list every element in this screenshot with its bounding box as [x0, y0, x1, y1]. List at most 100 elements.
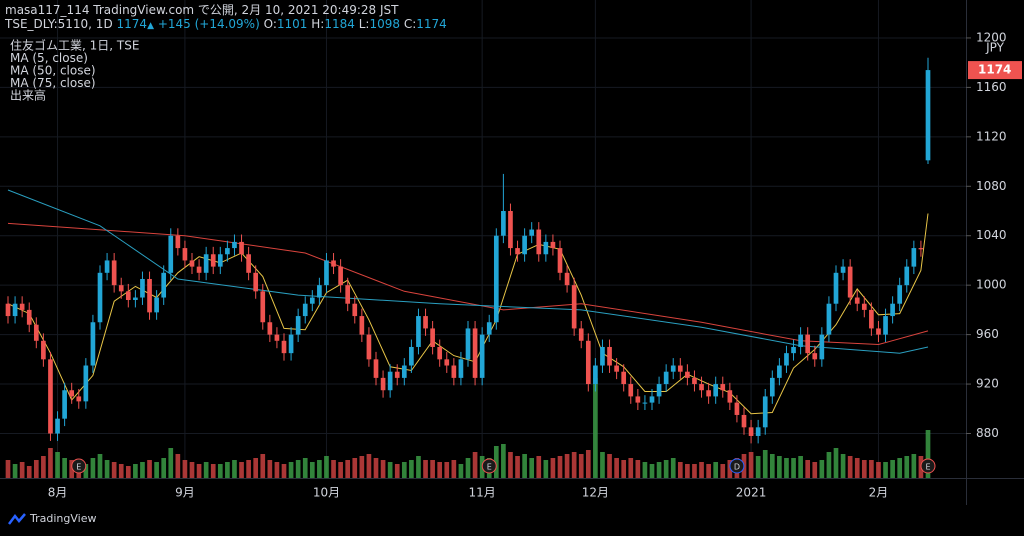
volume-bar [670, 458, 676, 478]
volume-bar [359, 456, 365, 478]
volume-bar [48, 448, 53, 478]
candle-body [522, 235, 527, 255]
candle-body [791, 346, 796, 354]
volume-bar [812, 462, 818, 478]
volume-bar [232, 460, 237, 478]
candle-body [840, 266, 846, 273]
volume-bar [585, 450, 591, 478]
volume-bar [239, 462, 244, 478]
y-tick-label: 1000 [976, 278, 1007, 292]
event-label: E [487, 463, 492, 472]
volume-bar [5, 460, 11, 478]
volume-bar [607, 454, 612, 478]
candle-body [925, 70, 931, 161]
candle-body [317, 285, 322, 298]
ohlc-label: H: [311, 17, 325, 31]
volume-bar [628, 458, 634, 478]
candle-body [444, 359, 450, 366]
candle-body [508, 211, 513, 249]
publisher: masa117_114 TradingView.com で公開, 2月 10, … [5, 3, 399, 17]
volume-bar [472, 452, 478, 478]
candle-body [423, 316, 428, 329]
candle-body [847, 266, 853, 298]
volume-bar [12, 464, 18, 478]
candle-body [727, 390, 733, 403]
ohlc-value: 1098 [369, 17, 400, 31]
volume-bar [614, 458, 619, 478]
volume-bar [564, 454, 570, 478]
volume-bar [118, 464, 124, 478]
event-marker [729, 458, 745, 474]
candle-body [621, 371, 627, 385]
candle-body [140, 278, 145, 298]
candle-body [309, 297, 315, 304]
volume-bar [861, 460, 867, 478]
volume-bar [784, 458, 789, 478]
volume-bar [324, 456, 329, 478]
legend-entry: MA (50, close) [10, 64, 96, 78]
volume-bar [656, 462, 662, 478]
volume-bar [288, 462, 294, 478]
volume-bar [458, 464, 464, 478]
volume-bar [890, 460, 895, 478]
candle-body [26, 309, 32, 325]
candle-body [380, 377, 386, 391]
volume-bar [840, 454, 846, 478]
x-tick-label: 2021 [736, 486, 767, 500]
candle-body [62, 390, 67, 419]
volume-bar [755, 456, 761, 478]
volume-bar [727, 460, 733, 478]
candle-body [699, 384, 704, 391]
volume-bar [536, 456, 542, 478]
ohlc-label: L: [358, 17, 370, 31]
y-tick-label: 920 [976, 377, 999, 391]
volume-bar [543, 460, 549, 478]
event-marker [920, 458, 936, 474]
volume-bar [189, 462, 195, 478]
candle-body [267, 322, 273, 335]
candle-body [345, 285, 351, 304]
candle-body [607, 346, 612, 366]
volume-bar [798, 456, 803, 478]
candle-body [649, 396, 655, 403]
volume-bar [274, 462, 280, 478]
volume-bar [97, 454, 103, 478]
volume-bar [111, 462, 117, 478]
volume-bar [876, 462, 881, 478]
candle-body [692, 377, 697, 385]
volume-bar [104, 460, 110, 478]
candle-body [869, 309, 874, 329]
candle-body [168, 235, 174, 273]
y-tick-label: 1080 [976, 179, 1007, 193]
candle-body [677, 365, 683, 372]
candle-body [486, 322, 492, 335]
volume-bar [444, 462, 450, 478]
volume-bar [62, 458, 67, 478]
legend-entry: 住友ゴム工業, 1日, TSE [10, 38, 139, 53]
candle-body [76, 396, 82, 402]
candle-body [19, 303, 25, 310]
event-marker [71, 458, 87, 474]
volume-bar [125, 466, 131, 478]
volume-bar [309, 462, 315, 478]
candle-body [147, 278, 152, 313]
volume-bar [182, 460, 188, 478]
volume-bar [401, 462, 407, 478]
volume-bar [69, 460, 75, 478]
candle-body [133, 297, 138, 300]
volume-bar [769, 454, 775, 478]
candle-body [154, 297, 159, 313]
candle-body [458, 359, 464, 378]
candle-body [614, 365, 619, 372]
volume-bar [713, 462, 719, 478]
candle-body [571, 285, 577, 329]
volume-bar [267, 460, 273, 478]
volume-bar [161, 458, 167, 478]
candle-body [798, 334, 803, 347]
candle-body [769, 377, 775, 397]
volume-bar [465, 458, 471, 478]
volume-bar [925, 430, 931, 478]
candle-body [748, 427, 754, 436]
candle-body [890, 303, 895, 317]
event-label: E [925, 463, 930, 472]
